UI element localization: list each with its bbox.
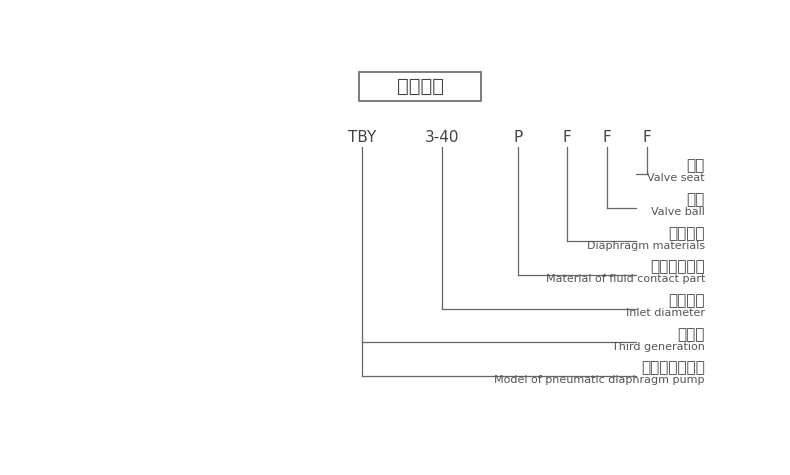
Bar [359, 72, 481, 101]
Text: 第三代: 第三代 [678, 327, 705, 342]
Text: 阀球: 阀球 [687, 192, 705, 207]
Text: 过流部件材质: 过流部件材质 [650, 259, 705, 275]
Text: P: P [514, 130, 523, 145]
Text: Third generation: Third generation [612, 342, 705, 352]
Text: 隔膜材质: 隔膜材质 [668, 226, 705, 241]
Text: F: F [603, 130, 611, 145]
Text: Inlet diameter: Inlet diameter [626, 308, 705, 318]
Text: Model of pneumatic diaphragm pump: Model of pneumatic diaphragm pump [495, 375, 705, 385]
Text: Material of fluid contact part: Material of fluid contact part [546, 275, 705, 285]
Text: TBY: TBY [348, 130, 376, 145]
Text: 气动隔膜泵型号: 气动隔膜泵型号 [641, 361, 705, 375]
Text: 型号说明: 型号说明 [397, 77, 444, 96]
Text: Valve seat: Valve seat [647, 173, 705, 183]
Text: Diaphragm materials: Diaphragm materials [587, 241, 705, 251]
Text: F: F [642, 130, 651, 145]
Text: 进料口径: 进料口径 [668, 293, 705, 308]
Text: 阀座: 阀座 [687, 159, 705, 173]
Text: F: F [562, 130, 571, 145]
Text: Valve ball: Valve ball [651, 207, 705, 217]
Text: 3-40: 3-40 [424, 130, 459, 145]
